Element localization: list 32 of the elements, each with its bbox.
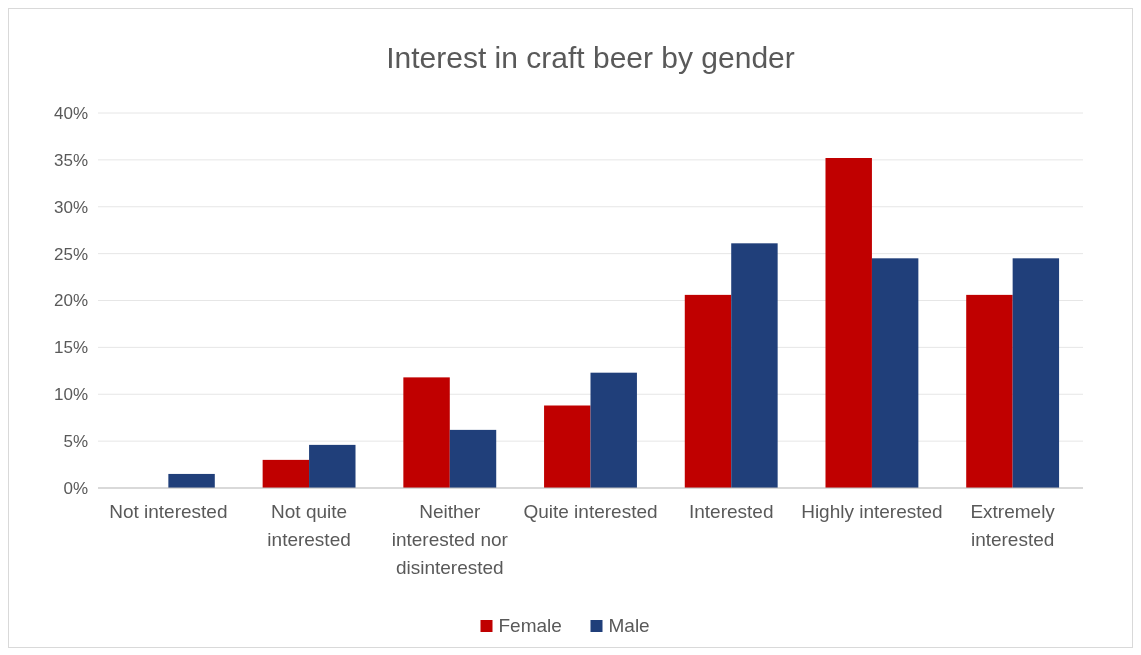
bar <box>684 294 732 488</box>
bar <box>731 243 778 488</box>
bar <box>168 473 215 488</box>
chart-title: Interest in craft beer by gender <box>386 41 795 74</box>
legend-label: Female <box>498 615 562 636</box>
y-tick-label: 10% <box>53 385 88 405</box>
y-tick-label: 40% <box>53 103 88 123</box>
bar <box>449 429 497 488</box>
x-tick-label: Extremely interested <box>970 501 1056 550</box>
y-tick-label: 35% <box>53 150 88 170</box>
bar <box>966 294 1013 488</box>
x-tick-label: Not interested <box>109 501 228 522</box>
y-tick-label: 15% <box>53 338 88 358</box>
bar <box>1012 258 1060 488</box>
x-tick-label: Not quite interested <box>267 501 351 550</box>
y-tick-label: 25% <box>53 244 88 264</box>
x-tick-label: Quite interested <box>523 501 658 522</box>
x-tick-label: Highly interested <box>801 501 943 522</box>
bar <box>262 459 310 488</box>
y-tick-label: 5% <box>63 432 88 452</box>
bar <box>309 444 356 488</box>
bar <box>403 377 450 488</box>
bar <box>590 372 637 488</box>
bar <box>544 405 591 488</box>
x-tick-label: Neither interested nor disinterested <box>391 501 509 578</box>
bar <box>871 258 919 488</box>
bar <box>825 158 872 488</box>
x-tick-label: Interested <box>688 501 774 522</box>
y-tick-label: 20% <box>53 291 88 311</box>
legend-label: Male <box>608 615 650 636</box>
y-tick-label: 30% <box>53 197 88 217</box>
y-tick-label: 0% <box>63 478 88 498</box>
